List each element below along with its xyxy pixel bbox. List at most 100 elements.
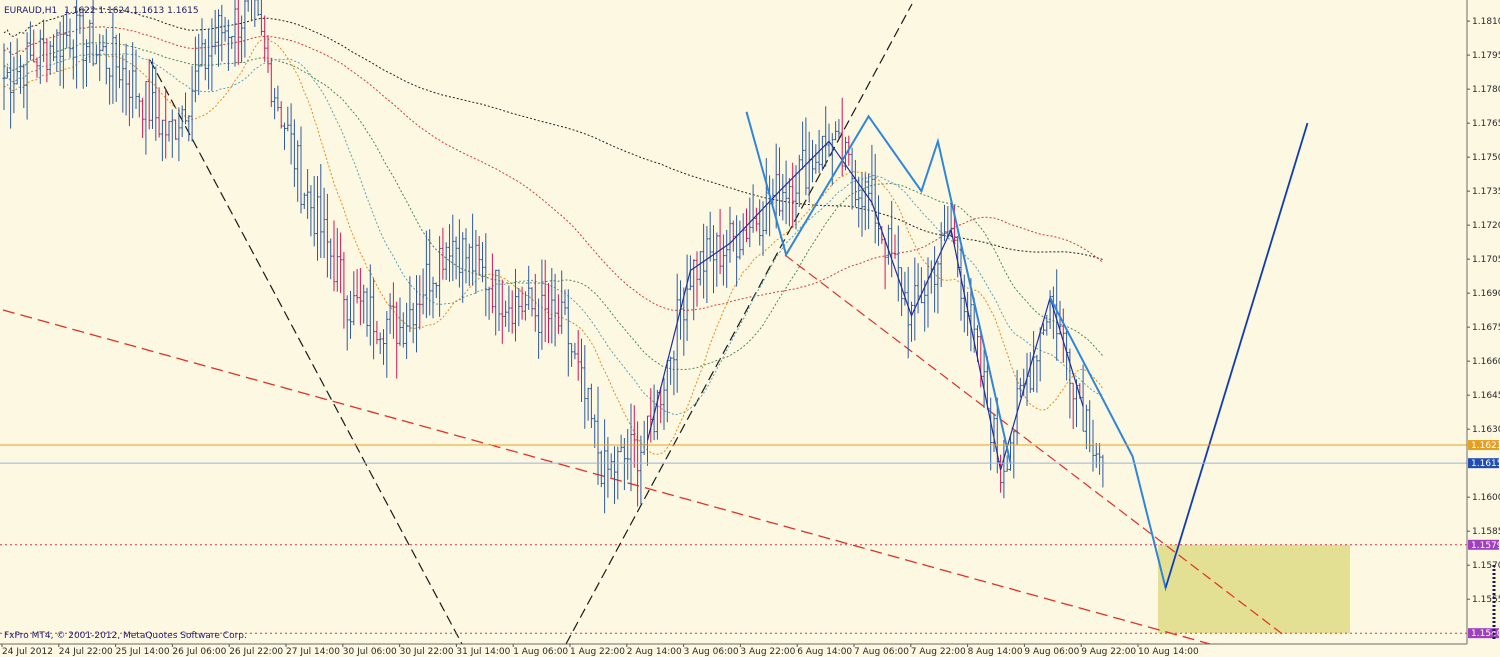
price-bar	[827, 123, 831, 158]
y-tick-label: 1.1720	[1472, 221, 1500, 231]
price-bar	[708, 211, 712, 262]
trendline-red-lower[interactable]	[2, 309, 1211, 645]
price-bar	[118, 33, 121, 89]
price-bar	[900, 267, 904, 317]
price-bar	[464, 228, 468, 284]
price-bar	[837, 119, 841, 139]
x-tick-label: 24 Jul 22:00	[59, 647, 113, 657]
projection-target-line[interactable]	[1164, 122, 1309, 589]
price-bar	[104, 28, 108, 85]
price-bar	[302, 192, 306, 209]
target-zone-box	[1158, 544, 1350, 634]
price-bar	[12, 56, 16, 114]
price-bar	[91, 0, 95, 67]
price-bar	[276, 85, 280, 112]
price-bar	[358, 268, 362, 326]
price-bar	[863, 172, 867, 231]
x-tick-label: 26 Jul 06:00	[172, 647, 226, 657]
price-bar	[791, 162, 795, 228]
price-bar	[840, 97, 844, 177]
copyright-text: FxPro MT4, © 2001-2012, MetaQuotes Softw…	[4, 631, 247, 641]
price-bar	[467, 243, 471, 287]
price-bar	[81, 7, 85, 89]
price-bar	[1002, 439, 1006, 499]
price-bar	[672, 350, 676, 396]
y-tick-label: 1.1810	[1472, 17, 1500, 27]
price-bar	[778, 147, 781, 217]
price-bar	[418, 275, 422, 330]
price-bar	[787, 178, 791, 227]
price-bar	[312, 176, 316, 247]
ma-200-black	[3, 8, 1104, 260]
x-tick-label: 26 Jul 22:00	[229, 647, 283, 657]
x-tick-label: 25 Jul 14:00	[116, 647, 170, 657]
price-bar	[1045, 314, 1049, 336]
price-bar	[695, 251, 699, 307]
price-bar	[325, 193, 329, 278]
y-tick-label: 1.1555	[1472, 595, 1500, 605]
price-bar	[477, 236, 481, 276]
price-bar	[38, 29, 42, 84]
price-bar	[55, 29, 59, 72]
price-bar	[471, 213, 475, 286]
zigzag-swing-line[interactable]	[646, 140, 1084, 471]
price-bar	[94, 44, 98, 65]
price-bar	[273, 87, 277, 120]
price-bar	[896, 225, 900, 302]
price-bar	[352, 271, 356, 326]
price-bar	[266, 35, 270, 73]
x-tick-label: 30 Jul 06:00	[343, 647, 397, 657]
price-bar	[731, 220, 735, 252]
y-tick-label: 1.1705	[1472, 255, 1500, 265]
price-bar	[52, 34, 55, 62]
price-bar	[850, 147, 854, 210]
price-bar	[487, 287, 491, 320]
price-bar	[613, 446, 616, 505]
svg-text:1.1540: 1.1540	[1471, 629, 1500, 639]
bid-price-tag: 1.1615	[1468, 458, 1500, 469]
price-bar	[256, 0, 260, 17]
y-tick-label: 1.1630	[1472, 425, 1500, 435]
price-bar	[220, 4, 224, 62]
price-bar	[718, 208, 722, 275]
price-bar	[391, 282, 395, 339]
price-bar	[365, 287, 369, 337]
y-tick-label: 1.1600	[1472, 493, 1500, 503]
price-bar	[801, 121, 805, 170]
trendline-black-rising[interactable]	[565, 3, 913, 645]
chart-header: EURAUD,H1 1.1622 1.1624 1.1613 1.1615	[4, 6, 199, 16]
price-bar	[712, 225, 715, 294]
x-tick-label: 7 Aug 22:00	[911, 647, 966, 657]
price-bar	[576, 330, 580, 381]
price-bar	[494, 269, 498, 336]
price-bar	[943, 204, 946, 242]
price-bar	[728, 206, 732, 263]
price-bar	[721, 234, 725, 286]
price-bar	[560, 270, 564, 334]
y-tick-label: 1.1675	[1472, 323, 1500, 333]
price-bar	[259, 0, 263, 36]
price-bar	[662, 377, 666, 430]
harmonic-pattern-line[interactable]	[745, 111, 1012, 464]
price-bar	[137, 93, 141, 118]
y-tick-label: 1.1645	[1472, 391, 1500, 401]
price-bar	[867, 173, 871, 230]
price-bar	[754, 207, 758, 232]
price-bar	[593, 414, 597, 448]
price-bar	[890, 200, 894, 278]
price-bar	[589, 383, 593, 429]
trendline-black-falling[interactable]	[149, 59, 463, 645]
price-bar	[65, 9, 69, 49]
price-bar	[223, 16, 227, 42]
price-bar	[200, 18, 204, 67]
price-bar	[906, 266, 910, 359]
price-bar	[936, 260, 940, 314]
price-bar	[207, 28, 211, 90]
price-bar	[415, 275, 418, 353]
price-bar	[698, 251, 702, 286]
price-bar	[484, 233, 488, 317]
price-bar	[246, 0, 249, 12]
ohlc-values: 1.1622 1.1624 1.1613 1.1615	[64, 6, 199, 16]
price-bar	[738, 220, 742, 260]
